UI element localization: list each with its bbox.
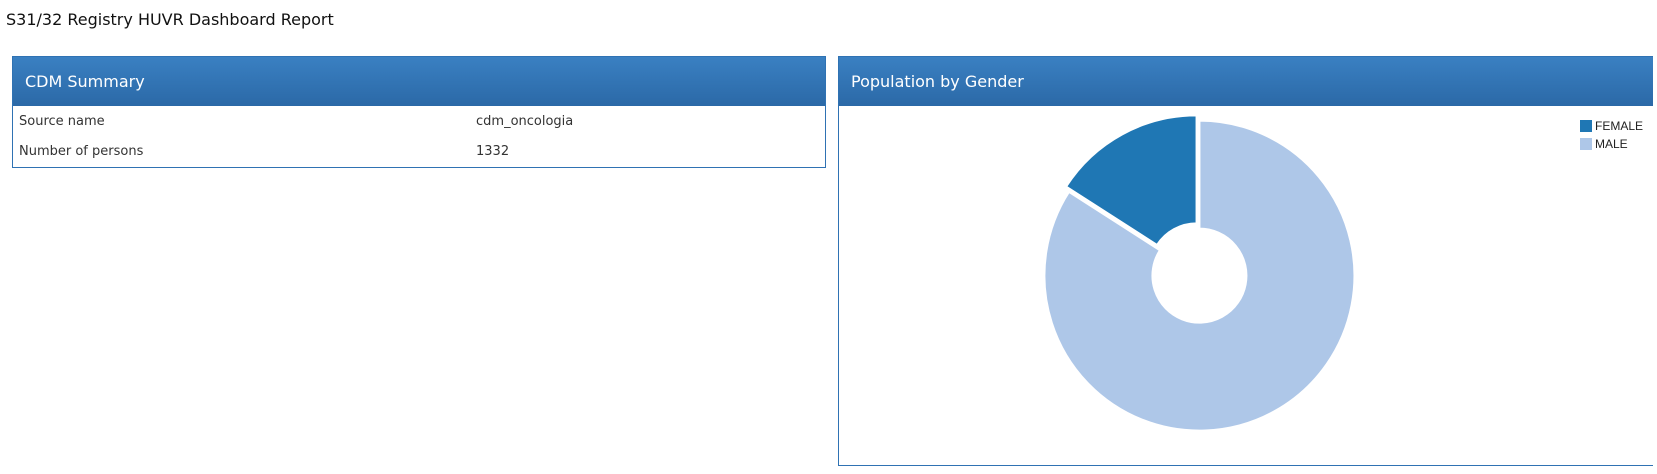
cdm-summary-table: Source name cdm_oncologia Number of pers… <box>13 106 825 166</box>
source-name-value: cdm_oncologia <box>476 113 574 129</box>
page-title: S31/32 Registry HUVR Dashboard Report <box>6 10 334 29</box>
legend-item-male[interactable]: MALE <box>1579 135 1643 153</box>
source-name-label: Source name <box>19 113 105 129</box>
legend-item-female[interactable]: FEMALE <box>1579 117 1643 135</box>
chart-legend: FEMALE MALE <box>1579 117 1643 153</box>
population-by-gender-panel: Population by Gender FEMALE MALE <box>838 56 1653 466</box>
cdm-summary-panel: CDM Summary Source name cdm_oncologia Nu… <box>12 56 826 168</box>
legend-swatch <box>1579 120 1592 132</box>
legend-swatch <box>1579 138 1592 150</box>
legend-label: MALE <box>1594 137 1628 151</box>
population-by-gender-header: Population by Gender <box>839 57 1653 106</box>
cdm-summary-header: CDM Summary <box>13 57 825 106</box>
gender-donut-chart <box>1043 114 1356 432</box>
number-of-persons-value: 1332 <box>476 143 510 159</box>
table-row: Number of persons 1332 <box>13 136 825 166</box>
legend-label: FEMALE <box>1594 119 1643 133</box>
table-row: Source name cdm_oncologia <box>13 106 825 136</box>
gender-chart-area: FEMALE MALE <box>839 106 1653 465</box>
number-of-persons-label: Number of persons <box>19 143 144 159</box>
pie-slice-female[interactable] <box>1064 114 1198 247</box>
pie-slice-male[interactable] <box>1043 119 1356 432</box>
